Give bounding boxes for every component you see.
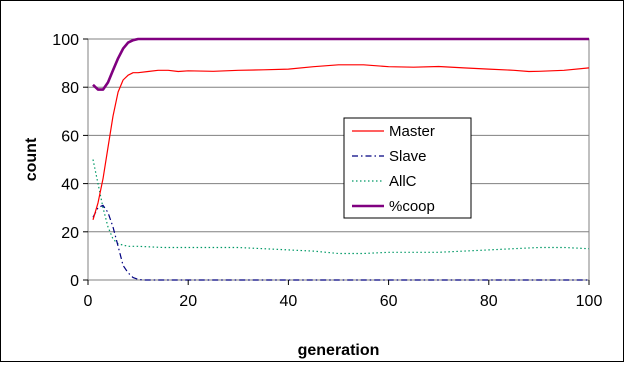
x-tick-label-3: 60 (380, 293, 398, 310)
legend-label-allc: AllC (389, 173, 417, 190)
y-tick-label-5: 100 (52, 32, 79, 49)
plot-area-border (87, 38, 590, 281)
x-tick-label-4: 80 (480, 293, 498, 310)
y-tick-label-4: 80 (61, 80, 79, 97)
legend: Master Slave AllC %coop (343, 117, 472, 219)
y-axis-label: count (23, 137, 40, 181)
series-line-allc (92, 159, 590, 255)
y-tick-label-2: 40 (61, 177, 79, 194)
x-axis-label: generation (298, 342, 380, 359)
legend-label-master: Master (389, 123, 435, 140)
gridlines (88, 38, 589, 281)
y-tick-label-1: 20 (61, 225, 79, 242)
legend-label-coop: %coop (389, 198, 435, 215)
series-line-coop (92, 37, 589, 91)
y-tick-label-0: 0 (70, 273, 79, 290)
x-tick-label-2: 40 (280, 293, 298, 310)
x-tick-label-0: 0 (84, 293, 93, 310)
legend-box (343, 117, 472, 219)
x-tick-label-1: 20 (179, 293, 197, 310)
y-tick-label-3: 60 (61, 128, 79, 145)
legend-label-slave: Slave (389, 148, 427, 165)
series-layer (92, 37, 590, 281)
tick-labels: 0 20 40 60 80 100 0 20 40 60 80 100 (52, 32, 602, 310)
series-line-slave (92, 204, 589, 281)
series-line-master (92, 64, 590, 220)
x-tick-label-5: 100 (576, 293, 603, 310)
